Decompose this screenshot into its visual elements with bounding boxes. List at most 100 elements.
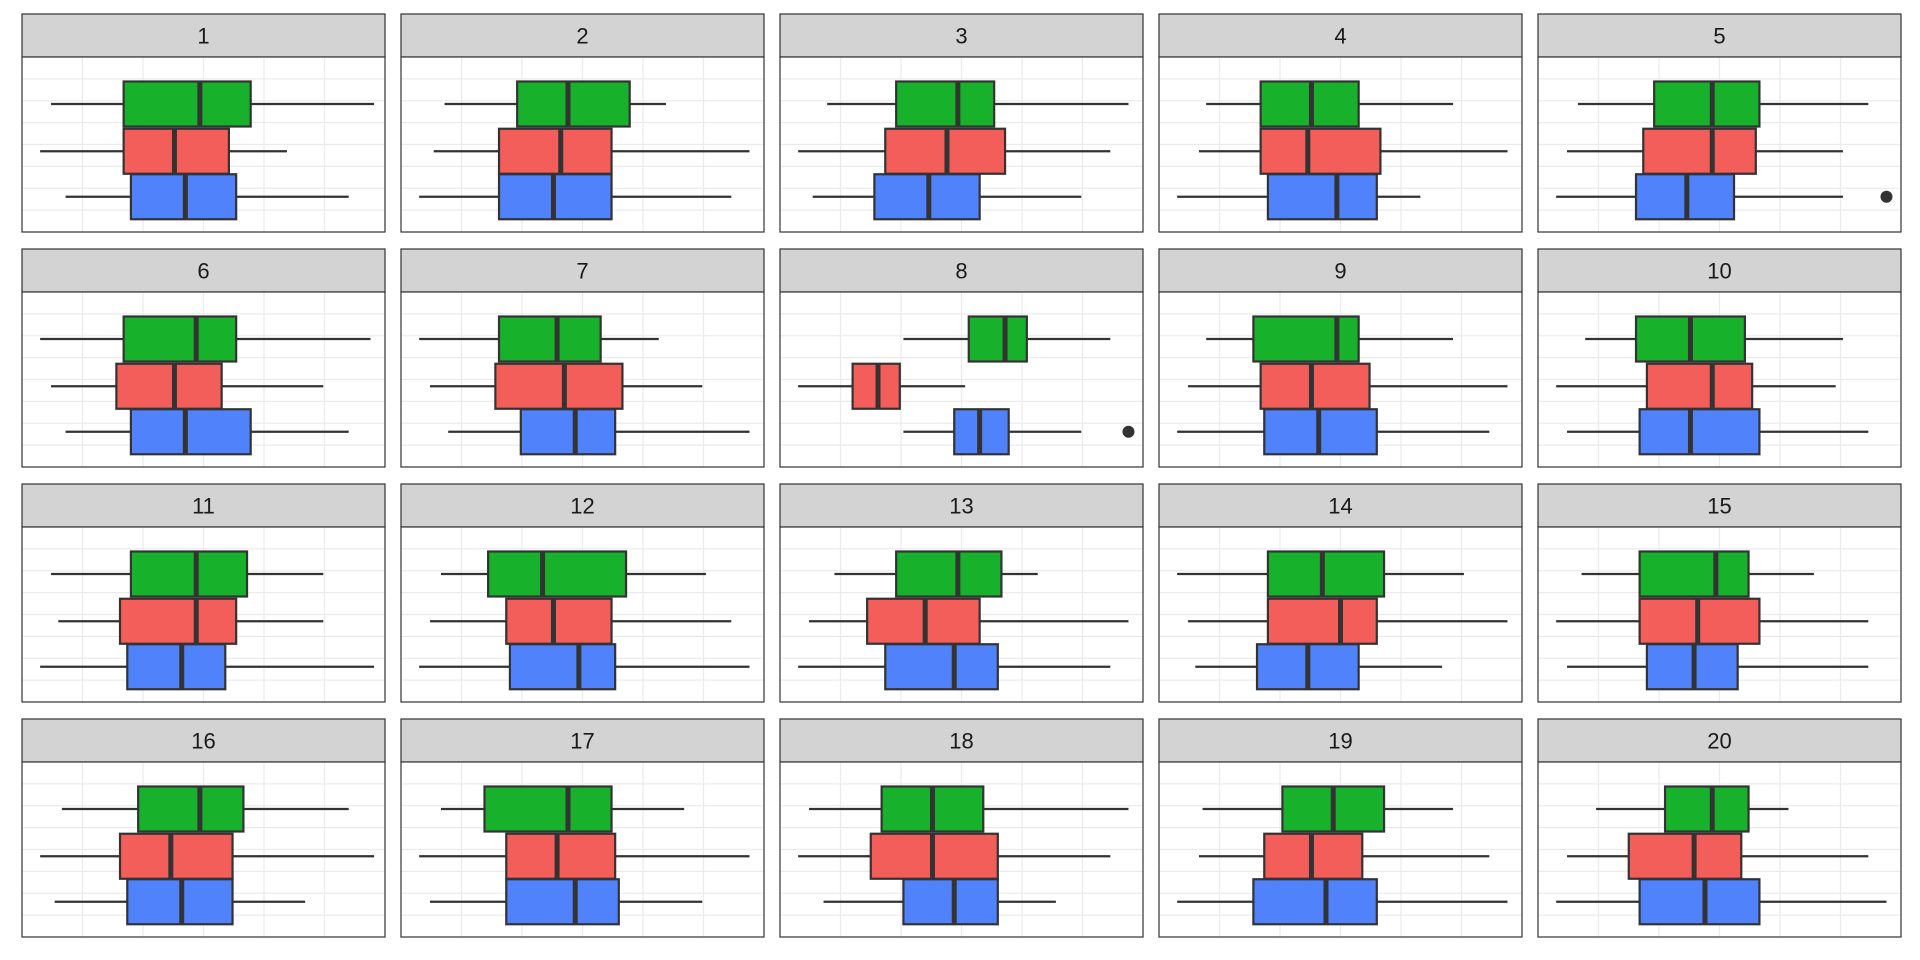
facet-strip bbox=[779, 13, 1144, 58]
facet-panel-10: 10 bbox=[1537, 248, 1902, 468]
box-bottom bbox=[505, 878, 620, 926]
facet-strip-label: 20 bbox=[1707, 729, 1731, 754]
facet-strip-label: 8 bbox=[955, 259, 967, 284]
box-bottom bbox=[1638, 878, 1761, 926]
box-bottom bbox=[1266, 173, 1378, 221]
facet-panel-7: 7 bbox=[400, 248, 765, 468]
facet-panel-4: 4 bbox=[1158, 13, 1523, 233]
box-bottom bbox=[519, 408, 617, 456]
panel-border bbox=[779, 761, 1144, 938]
facet-strip-label: 3 bbox=[955, 24, 967, 49]
panel-border bbox=[21, 526, 386, 703]
facet-strip-label: 11 bbox=[192, 494, 215, 519]
facet-panel-6: 6 bbox=[21, 248, 386, 468]
box-top bbox=[895, 550, 1003, 598]
facet-strip-label: 1 bbox=[197, 24, 209, 49]
panel-border bbox=[1537, 526, 1902, 703]
box-bottom bbox=[126, 643, 227, 691]
facet-strip bbox=[21, 13, 386, 58]
box-middle bbox=[505, 832, 617, 880]
box-middle bbox=[1645, 362, 1754, 410]
box-top bbox=[122, 315, 238, 363]
box-middle bbox=[1259, 127, 1382, 175]
facet-strip bbox=[1537, 13, 1902, 58]
facet-panel-13: 13 bbox=[779, 483, 1144, 703]
box-bottom bbox=[1252, 878, 1378, 926]
facet-strip bbox=[400, 718, 765, 763]
facet-strip bbox=[1158, 13, 1523, 58]
facet-panel-17: 17 bbox=[400, 718, 765, 938]
facet-strip bbox=[1537, 248, 1902, 293]
panel-border bbox=[1158, 56, 1523, 233]
panel-border bbox=[1537, 761, 1902, 938]
facet-panel-11: 11 bbox=[21, 483, 386, 703]
facet-strip bbox=[1158, 483, 1523, 528]
facet-strip bbox=[21, 248, 386, 293]
box-bottom bbox=[902, 878, 999, 926]
panel-border bbox=[21, 761, 386, 938]
facet-strip bbox=[21, 718, 386, 763]
box-middle bbox=[1266, 597, 1378, 645]
facet-panel-2: 2 bbox=[400, 13, 765, 233]
box-bottom bbox=[884, 643, 999, 691]
box-top bbox=[516, 80, 631, 128]
facet-strip bbox=[21, 483, 386, 528]
box-top bbox=[967, 315, 1028, 363]
panel-border bbox=[1158, 526, 1523, 703]
panel-border bbox=[400, 291, 765, 468]
facet-strip-label: 10 bbox=[1707, 259, 1731, 284]
box-top bbox=[122, 80, 252, 128]
box-bottom bbox=[129, 408, 252, 456]
facet-strip bbox=[1537, 483, 1902, 528]
box-bottom bbox=[1638, 408, 1761, 456]
facet-panel-18: 18 bbox=[779, 718, 1144, 938]
facet-panel-3: 3 bbox=[779, 13, 1144, 233]
facet-strip-label: 18 bbox=[949, 729, 973, 754]
panel-border bbox=[21, 291, 386, 468]
box-top bbox=[1653, 80, 1761, 128]
facet-strip-label: 12 bbox=[570, 494, 594, 519]
box-middle bbox=[494, 362, 624, 410]
facet-panel-20: 20 bbox=[1537, 718, 1902, 938]
box-middle bbox=[118, 832, 234, 880]
box-top bbox=[1638, 550, 1750, 598]
facet-strip-label: 9 bbox=[1334, 259, 1346, 284]
facet-panel-9: 9 bbox=[1158, 248, 1523, 468]
box-middle bbox=[118, 597, 238, 645]
facet-panel-14: 14 bbox=[1158, 483, 1523, 703]
facet-strip-label: 2 bbox=[576, 24, 588, 49]
facet-panel-15: 15 bbox=[1537, 483, 1902, 703]
box-top bbox=[129, 550, 249, 598]
box-middle bbox=[115, 362, 223, 410]
facet-strip-label: 5 bbox=[1713, 24, 1725, 49]
panel-border bbox=[400, 526, 765, 703]
facet-strip bbox=[1158, 248, 1523, 293]
box-top bbox=[1663, 785, 1750, 833]
panel-border bbox=[1537, 56, 1902, 233]
facet-panel-12: 12 bbox=[400, 483, 765, 703]
facet-panel-16: 16 bbox=[21, 718, 386, 938]
facet-strip-label: 17 bbox=[570, 729, 594, 754]
facet-strip bbox=[400, 248, 765, 293]
box-middle bbox=[505, 597, 613, 645]
facet-panel-8: 8 bbox=[779, 248, 1144, 468]
facet-strip bbox=[1537, 718, 1902, 763]
box-top bbox=[483, 785, 613, 833]
panel-border bbox=[21, 56, 386, 233]
box-top bbox=[137, 785, 245, 833]
panel-border bbox=[1158, 291, 1523, 468]
facet-strip-label: 7 bbox=[576, 259, 588, 284]
panel-border bbox=[779, 291, 1144, 468]
panel-border bbox=[1158, 761, 1523, 938]
box-top bbox=[1252, 315, 1360, 363]
facet-panel-19: 19 bbox=[1158, 718, 1523, 938]
facet-strip bbox=[779, 483, 1144, 528]
facet-strip-label: 16 bbox=[191, 729, 215, 754]
panel-border bbox=[400, 56, 765, 233]
facet-strip-label: 14 bbox=[1328, 494, 1352, 519]
box-middle bbox=[497, 127, 613, 175]
panel-border bbox=[400, 761, 765, 938]
facet-strip bbox=[779, 718, 1144, 763]
outlier-point-bottom bbox=[1122, 425, 1135, 438]
